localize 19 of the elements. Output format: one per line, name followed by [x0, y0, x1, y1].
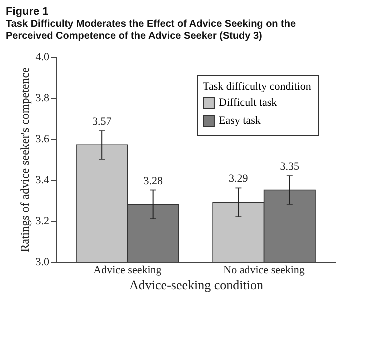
x-tick-label: Advice seeking	[94, 264, 162, 276]
y-axis-title: Ratings of advice seeker's competence	[18, 68, 32, 252]
data-label: 3.35	[280, 160, 300, 173]
x-tick-label: No advice seeking	[224, 264, 306, 276]
y-tick-label: 3.4	[36, 174, 50, 186]
y-tick-label: 3.6	[36, 134, 50, 146]
y-tick-label: 3.0	[36, 256, 50, 268]
y-tick-label: 3.8	[36, 92, 50, 104]
legend-label: Difficult task	[219, 97, 278, 109]
y-tick-label: 3.2	[36, 216, 50, 228]
data-label: 3.57	[92, 116, 112, 128]
data-label: 3.29	[229, 173, 249, 186]
data-label: 3.28	[144, 175, 164, 188]
legend-title: Task difficulty condition	[203, 81, 312, 93]
x-axis-title: Advice-seeking condition	[130, 278, 264, 292]
chart-title: Figure 1	[6, 6, 49, 18]
chart-subtitle: Task Difficulty Moderates the Effect of Advice Seeking on the Perceived Competence of the Advice Seeker (Study 3)	[6, 19, 296, 42]
y-tick-label: 4.0	[36, 52, 50, 64]
legend-label: Easy task	[219, 115, 262, 127]
